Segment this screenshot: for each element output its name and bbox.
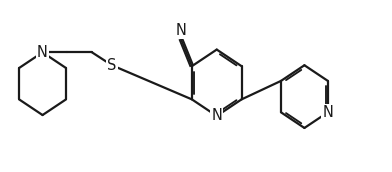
Text: N: N	[211, 109, 222, 123]
Text: S: S	[107, 58, 116, 73]
Text: N: N	[323, 105, 333, 120]
Text: N: N	[37, 45, 48, 60]
Text: N: N	[175, 23, 186, 38]
